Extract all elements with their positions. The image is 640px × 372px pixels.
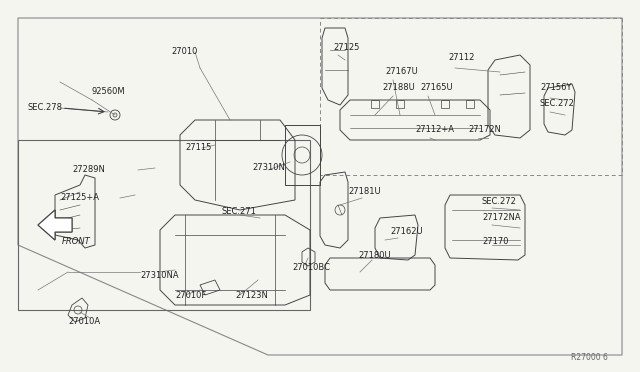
Polygon shape	[38, 210, 72, 240]
Text: 27180U: 27180U	[358, 250, 390, 260]
Text: 27156Y: 27156Y	[540, 83, 572, 93]
Polygon shape	[38, 210, 72, 240]
Text: FRONT: FRONT	[62, 237, 91, 247]
Text: 27162U: 27162U	[390, 228, 422, 237]
Text: 27112: 27112	[448, 54, 474, 62]
Text: 27310N: 27310N	[252, 164, 285, 173]
Text: 27010: 27010	[172, 48, 198, 57]
Text: 92560M: 92560M	[92, 87, 125, 96]
Text: 27167U: 27167U	[385, 67, 418, 77]
Text: 27188U: 27188U	[382, 83, 415, 93]
Text: SEC.272: SEC.272	[482, 198, 517, 206]
Text: 27125: 27125	[333, 44, 360, 52]
Text: 27172N: 27172N	[468, 125, 501, 135]
Text: 27310NA: 27310NA	[140, 270, 179, 279]
Text: 27123N: 27123N	[235, 291, 268, 299]
Text: 27010A: 27010A	[68, 317, 100, 327]
Text: 27172NA: 27172NA	[482, 214, 520, 222]
Text: SEC.278: SEC.278	[28, 103, 63, 112]
Text: 27170: 27170	[482, 237, 509, 247]
Text: 27010F: 27010F	[175, 291, 206, 299]
Text: 27112+A: 27112+A	[415, 125, 454, 135]
Text: 27125+A: 27125+A	[60, 193, 99, 202]
Text: 27010BC: 27010BC	[292, 263, 330, 273]
Text: SEC.271: SEC.271	[222, 208, 257, 217]
Text: SEC.272: SEC.272	[540, 99, 575, 109]
Text: R27000 6: R27000 6	[571, 353, 608, 362]
Text: 27181U: 27181U	[348, 187, 381, 196]
Text: 27165U: 27165U	[420, 83, 452, 93]
Text: 27289N: 27289N	[72, 166, 105, 174]
Text: 27115: 27115	[185, 144, 211, 153]
